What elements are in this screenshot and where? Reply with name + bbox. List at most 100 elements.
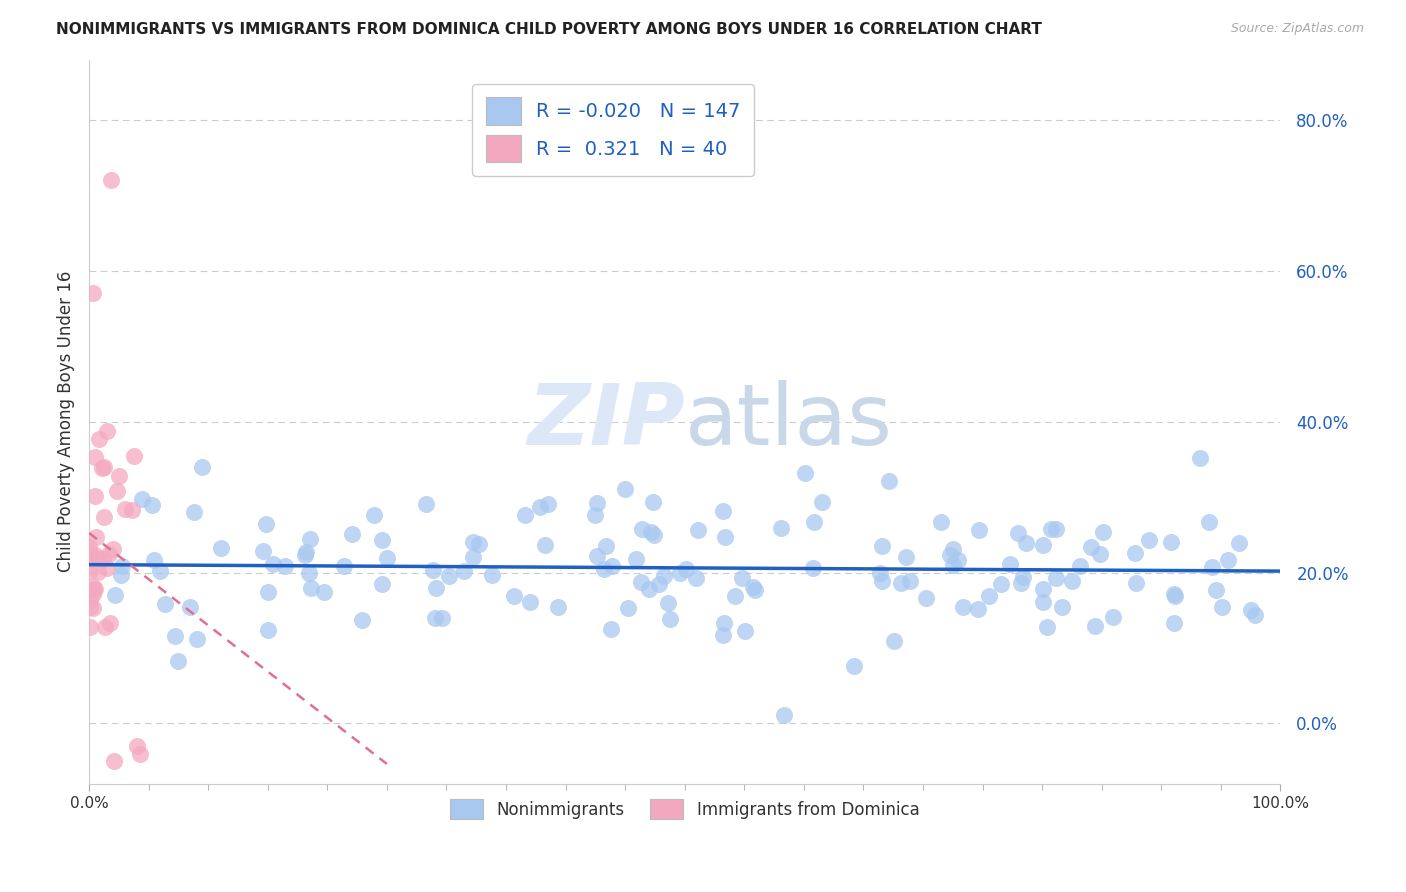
Point — [1050, 600, 1073, 615]
Point — [1069, 559, 1091, 574]
Point — [630, 522, 652, 536]
Point — [599, 622, 621, 636]
Text: NONIMMIGRANTS VS IMMIGRANTS FROM DOMINICA CHILD POVERTY AMONG BOYS UNDER 16 CORR: NONIMMIGRANTS VS IMMIGRANTS FROM DOMINIC… — [56, 22, 1042, 37]
Point — [121, 503, 143, 517]
Point — [942, 558, 965, 573]
Point — [898, 574, 921, 588]
Point — [481, 568, 503, 582]
Point — [1080, 540, 1102, 554]
Point — [773, 708, 796, 723]
Point — [624, 552, 647, 566]
Point — [101, 541, 124, 556]
Text: atlas: atlas — [685, 380, 893, 463]
Point — [744, 582, 766, 597]
Point — [967, 523, 990, 537]
Point — [86, 565, 108, 579]
Point — [79, 593, 101, 607]
Point — [583, 508, 606, 522]
Point — [967, 602, 990, 616]
Point — [929, 516, 952, 530]
Point — [294, 548, 316, 562]
Point — [82, 286, 104, 301]
Point — [1045, 522, 1067, 536]
Point — [209, 541, 232, 555]
Point — [894, 550, 917, 565]
Point — [141, 498, 163, 512]
Point — [1040, 522, 1063, 536]
Point — [730, 571, 752, 585]
Point — [536, 497, 558, 511]
Point — [1198, 516, 1220, 530]
Point — [1088, 547, 1111, 561]
Point — [87, 551, 110, 566]
Point — [83, 450, 105, 465]
Point — [103, 754, 125, 768]
Point — [439, 569, 461, 583]
Point — [1036, 620, 1059, 634]
Point — [1163, 587, 1185, 601]
Point — [299, 582, 322, 596]
Point — [149, 564, 172, 578]
Point — [1084, 619, 1107, 633]
Point — [669, 566, 692, 580]
Point — [734, 624, 756, 638]
Point — [93, 509, 115, 524]
Point — [79, 564, 101, 578]
Point — [256, 584, 278, 599]
Point — [1015, 536, 1038, 550]
Point — [103, 588, 125, 602]
Y-axis label: Child Poverty Among Boys Under 16: Child Poverty Among Boys Under 16 — [58, 271, 75, 573]
Point — [84, 548, 107, 562]
Point — [299, 533, 322, 547]
Point — [529, 500, 551, 515]
Point — [770, 521, 793, 535]
Point — [89, 432, 111, 446]
Text: Source: ZipAtlas.com: Source: ZipAtlas.com — [1230, 22, 1364, 36]
Point — [711, 628, 734, 642]
Point — [79, 620, 101, 634]
Point — [107, 469, 129, 483]
Point — [77, 540, 100, 554]
Point — [1123, 546, 1146, 560]
Point — [84, 530, 107, 544]
Legend: Nonimmigrants, Immigrants from Dominica: Nonimmigrants, Immigrants from Dominica — [443, 792, 927, 826]
Point — [83, 582, 105, 596]
Point — [1102, 610, 1125, 624]
Point — [503, 589, 526, 603]
Point — [425, 611, 447, 625]
Point — [713, 615, 735, 630]
Point — [793, 467, 815, 481]
Point — [79, 599, 101, 614]
Point — [675, 561, 697, 575]
Point — [77, 583, 100, 598]
Point — [1032, 582, 1054, 597]
Point — [685, 572, 707, 586]
Point — [890, 576, 912, 591]
Point — [640, 525, 662, 540]
Point — [1000, 558, 1022, 572]
Point — [363, 508, 385, 523]
Point — [643, 495, 665, 509]
Point — [96, 561, 118, 575]
Point — [714, 530, 737, 544]
Point — [1164, 589, 1187, 603]
Point — [191, 459, 214, 474]
Point — [586, 496, 609, 510]
Point — [600, 559, 623, 574]
Point — [298, 566, 321, 581]
Point — [312, 585, 335, 599]
Point — [595, 539, 617, 553]
Point — [547, 600, 569, 615]
Point — [100, 616, 122, 631]
Text: ZIP: ZIP — [527, 380, 685, 463]
Point — [252, 544, 274, 558]
Point — [1045, 571, 1067, 585]
Point — [350, 613, 373, 627]
Point — [1201, 560, 1223, 574]
Point — [77, 545, 100, 559]
Point — [939, 548, 962, 562]
Point — [1163, 615, 1185, 630]
Point — [425, 582, 447, 596]
Point — [1032, 538, 1054, 552]
Point — [131, 492, 153, 507]
